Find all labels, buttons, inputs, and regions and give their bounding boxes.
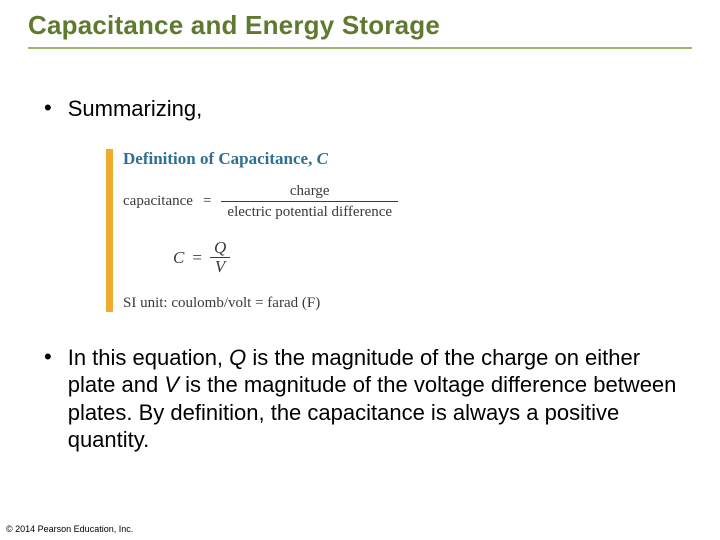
wordfrac-den: electric potential difference xyxy=(221,202,398,221)
wordfrac-fraction: charge electric potential difference xyxy=(221,183,398,221)
wordfrac-num: charge xyxy=(284,183,336,202)
definition-heading-symbol: C xyxy=(317,149,328,168)
definition-accent-bar xyxy=(106,149,113,312)
definition-si-unit: SI unit: coulomb/volt = farad (F) xyxy=(123,295,398,312)
slide-title-text: Capacitance and Energy Storage xyxy=(28,10,440,40)
bullet-dot: • xyxy=(44,95,52,121)
symfrac-lhs: C xyxy=(173,248,184,268)
definition-box: Definition of Capacitance, C capacitance… xyxy=(106,149,692,312)
para-q: Q xyxy=(229,345,246,370)
definition-word-equation: capacitance = charge electric potential … xyxy=(123,183,398,221)
wordfrac-lhs: capacitance xyxy=(123,193,193,210)
bullet-dot: • xyxy=(44,344,52,370)
para-prefix: In this equation, xyxy=(68,345,229,370)
definition-heading: Definition of Capacitance, C xyxy=(123,149,398,169)
bullet-summarizing-text: Summarizing, xyxy=(68,95,202,123)
para-v: V xyxy=(164,372,179,397)
copyright: © 2014 Pearson Education, Inc. xyxy=(6,524,133,534)
symfrac-fraction: Q V xyxy=(210,239,230,277)
symfrac-den: V xyxy=(211,258,229,277)
title-underline xyxy=(28,47,692,49)
slide-title: Capacitance and Energy Storage xyxy=(28,10,692,41)
bullet-summarizing: • Summarizing, xyxy=(44,95,692,123)
definition-content: Definition of Capacitance, C capacitance… xyxy=(113,149,398,312)
symfrac-eq: = xyxy=(192,248,202,268)
slide: Capacitance and Energy Storage • Summari… xyxy=(0,0,720,540)
bullet-explanation: • In this equation, Q is the magnitude o… xyxy=(44,344,692,454)
wordfrac-eq: = xyxy=(203,193,211,210)
definition-symbol-equation: C = Q V xyxy=(173,239,398,277)
definition-heading-prefix: Definition of Capacitance, xyxy=(123,149,317,168)
symfrac-num: Q xyxy=(210,239,230,258)
bullet-explanation-text: In this equation, Q is the magnitude of … xyxy=(68,344,692,454)
